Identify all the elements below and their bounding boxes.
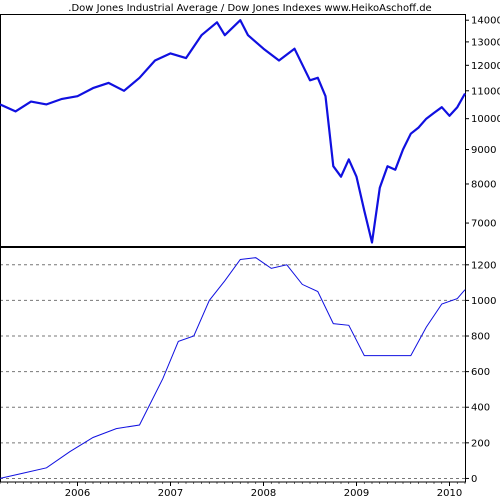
top-y-tick-label: 11000 bbox=[471, 86, 500, 97]
bottom-y-tick-label: 0 bbox=[471, 474, 477, 485]
top-y-tick-label: 12000 bbox=[471, 61, 500, 72]
top-y-tick-label: 9000 bbox=[471, 145, 496, 156]
top-plot-frame bbox=[0, 14, 466, 248]
x-tick-label: 2007 bbox=[158, 488, 183, 499]
x-tick-label: 2006 bbox=[65, 488, 90, 499]
top-y-tick-label: 8000 bbox=[471, 179, 496, 190]
bottom-y-tick-label: 200 bbox=[471, 438, 490, 449]
x-tick-label: 2008 bbox=[251, 488, 276, 499]
bottom-y-tick-label: 1000 bbox=[471, 296, 496, 307]
bottom-y-tick-label: 400 bbox=[471, 403, 490, 414]
bottom-plot-frame bbox=[0, 246, 466, 483]
bottom-y-tick-label: 600 bbox=[471, 367, 490, 378]
top-y-tick-label: 13000 bbox=[471, 37, 500, 48]
bottom-series-line bbox=[0, 257, 466, 479]
bottom-panel: 0 200 400 600 800 1000 1200 bbox=[0, 246, 496, 485]
top-y-tick-label: 14000 bbox=[471, 16, 500, 27]
top-series-line bbox=[0, 19, 466, 244]
top-y-tick-label: 10000 bbox=[471, 114, 500, 125]
x-axis: 2006 2007 2008 2009 2010 bbox=[0, 482, 466, 499]
x-tick-label: 2010 bbox=[437, 488, 462, 499]
x-tick-label: 2009 bbox=[344, 488, 369, 499]
chart-title: .Dow Jones Industrial Average / Dow Jone… bbox=[68, 3, 431, 14]
top-panel: 7000 8000 9000 10000 11000 12000 13000 14000 bbox=[0, 14, 500, 248]
top-y-tick-label: 7000 bbox=[471, 219, 496, 230]
bottom-y-tick-label: 800 bbox=[471, 332, 490, 343]
bottom-y-tick-label: 1200 bbox=[471, 260, 496, 271]
